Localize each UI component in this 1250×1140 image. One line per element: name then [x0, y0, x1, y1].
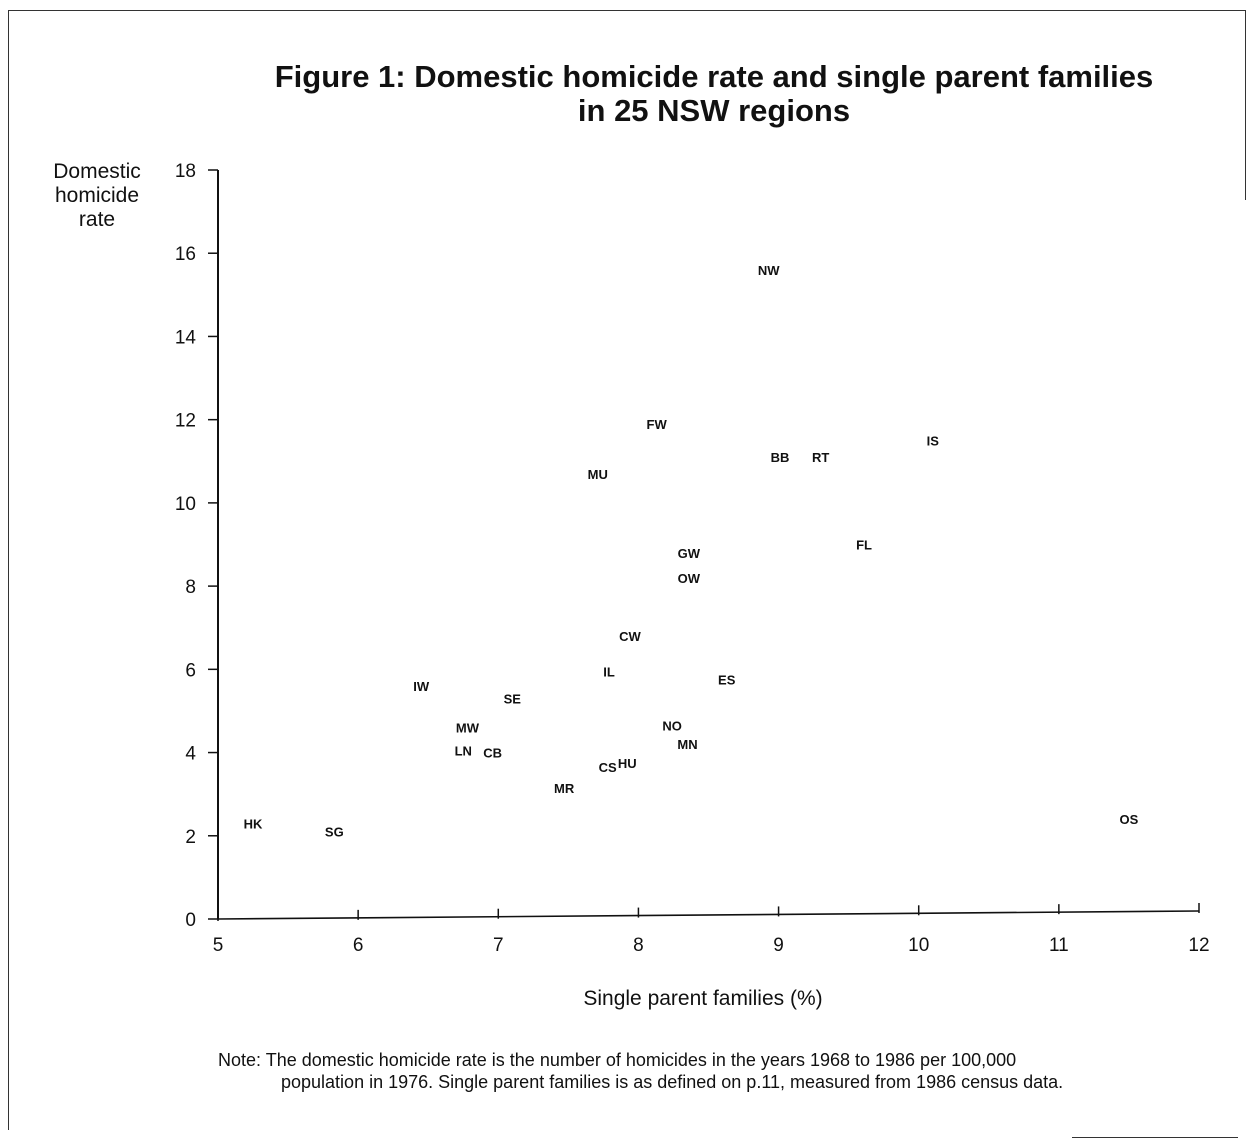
y-tick-label: 18	[175, 161, 196, 182]
data-point-ln: LN	[455, 743, 472, 758]
x-tick-label: 9	[773, 935, 784, 956]
y-tick-label: 2	[185, 827, 196, 848]
data-point-rt: RT	[812, 450, 829, 465]
x-tick-label: 7	[493, 935, 504, 956]
data-point-mn: MN	[677, 737, 697, 752]
data-point-no: NO	[662, 719, 682, 734]
data-point-es: ES	[718, 673, 736, 688]
y-tick-label: 8	[185, 577, 196, 598]
x-tick-label: 12	[1188, 935, 1209, 956]
data-point-cb: CB	[483, 746, 502, 761]
note-line-2: population in 1976. Single parent famili…	[281, 1072, 1064, 1092]
y-tick-label: 10	[175, 494, 196, 515]
data-point-is: IS	[927, 433, 940, 448]
y-axis-title-line-1: Domestic	[53, 160, 141, 183]
data-point-mw: MW	[456, 721, 480, 736]
frame-top-border	[8, 10, 1246, 11]
y-tick-label: 4	[185, 744, 196, 765]
data-point-fl: FL	[856, 538, 872, 553]
chart-title-line-2: in 25 NSW regions	[577, 93, 851, 128]
data-point-mr: MR	[554, 781, 575, 796]
x-tick-label: 5	[213, 935, 224, 956]
frame-bottom-border	[1072, 1137, 1238, 1138]
data-point-hk: HK	[244, 816, 263, 831]
y-axis-title: Domestic homicide rate	[50, 160, 144, 232]
data-point-iw: IW	[413, 679, 430, 694]
data-point-sg: SG	[325, 825, 344, 840]
frame-right-border	[1245, 10, 1246, 200]
x-tick-label: 11	[1049, 935, 1069, 956]
data-point-gw: GW	[678, 546, 701, 561]
y-tick-label: 14	[175, 327, 197, 348]
y-tick-label: 12	[175, 411, 196, 432]
y-axis-title-line-3: rate	[78, 208, 116, 231]
y-tick-label: 16	[175, 244, 196, 265]
note-line-1: Note: The domestic homicide rate is the …	[218, 1050, 1017, 1070]
data-point-il: IL	[603, 664, 615, 679]
x-tick-label: 10	[908, 935, 929, 956]
y-axis-title-line-2: homicide	[54, 184, 140, 207]
data-point-nw: NW	[758, 263, 780, 278]
data-point-se: SE	[504, 691, 522, 706]
data-point-hu: HU	[618, 756, 637, 771]
chart-title: Figure 1: Domestic homicide rate and sin…	[0, 60, 1250, 128]
x-axis-ticks: 5 6 7 8 9 10 11 12	[213, 903, 1210, 956]
data-point-os: OS	[1120, 812, 1139, 827]
y-tick-label: 6	[185, 660, 196, 681]
data-point-cw: CW	[619, 629, 641, 644]
data-point-labels: NW FW IS BB RT MU FL GW OW CW IL ES IW SE MW NO MN LN CB HU…	[244, 263, 1139, 840]
frame-left-border	[8, 10, 9, 1130]
data-point-ow: OW	[678, 571, 701, 586]
y-tick-label: 0	[185, 910, 196, 931]
data-point-mu: MU	[588, 467, 608, 482]
chart-title-line-1: Figure 1: Domestic homicide rate and sin…	[274, 59, 1154, 94]
y-axis-ticks: 0 2 4 6 8 10 12 14 16 18	[175, 161, 218, 931]
x-axis-title: Single parent families (%)	[583, 987, 823, 1010]
data-point-bb: BB	[771, 450, 790, 465]
x-tick-label: 6	[353, 935, 364, 956]
plot-axes	[217, 170, 1200, 920]
x-tick-label: 8	[633, 935, 644, 956]
data-point-fw: FW	[647, 417, 668, 432]
data-point-cs: CS	[599, 760, 617, 775]
chart-note: Note: The domestic homicide rate is the …	[218, 1049, 1218, 1093]
x-axis-line	[217, 910, 1200, 920]
